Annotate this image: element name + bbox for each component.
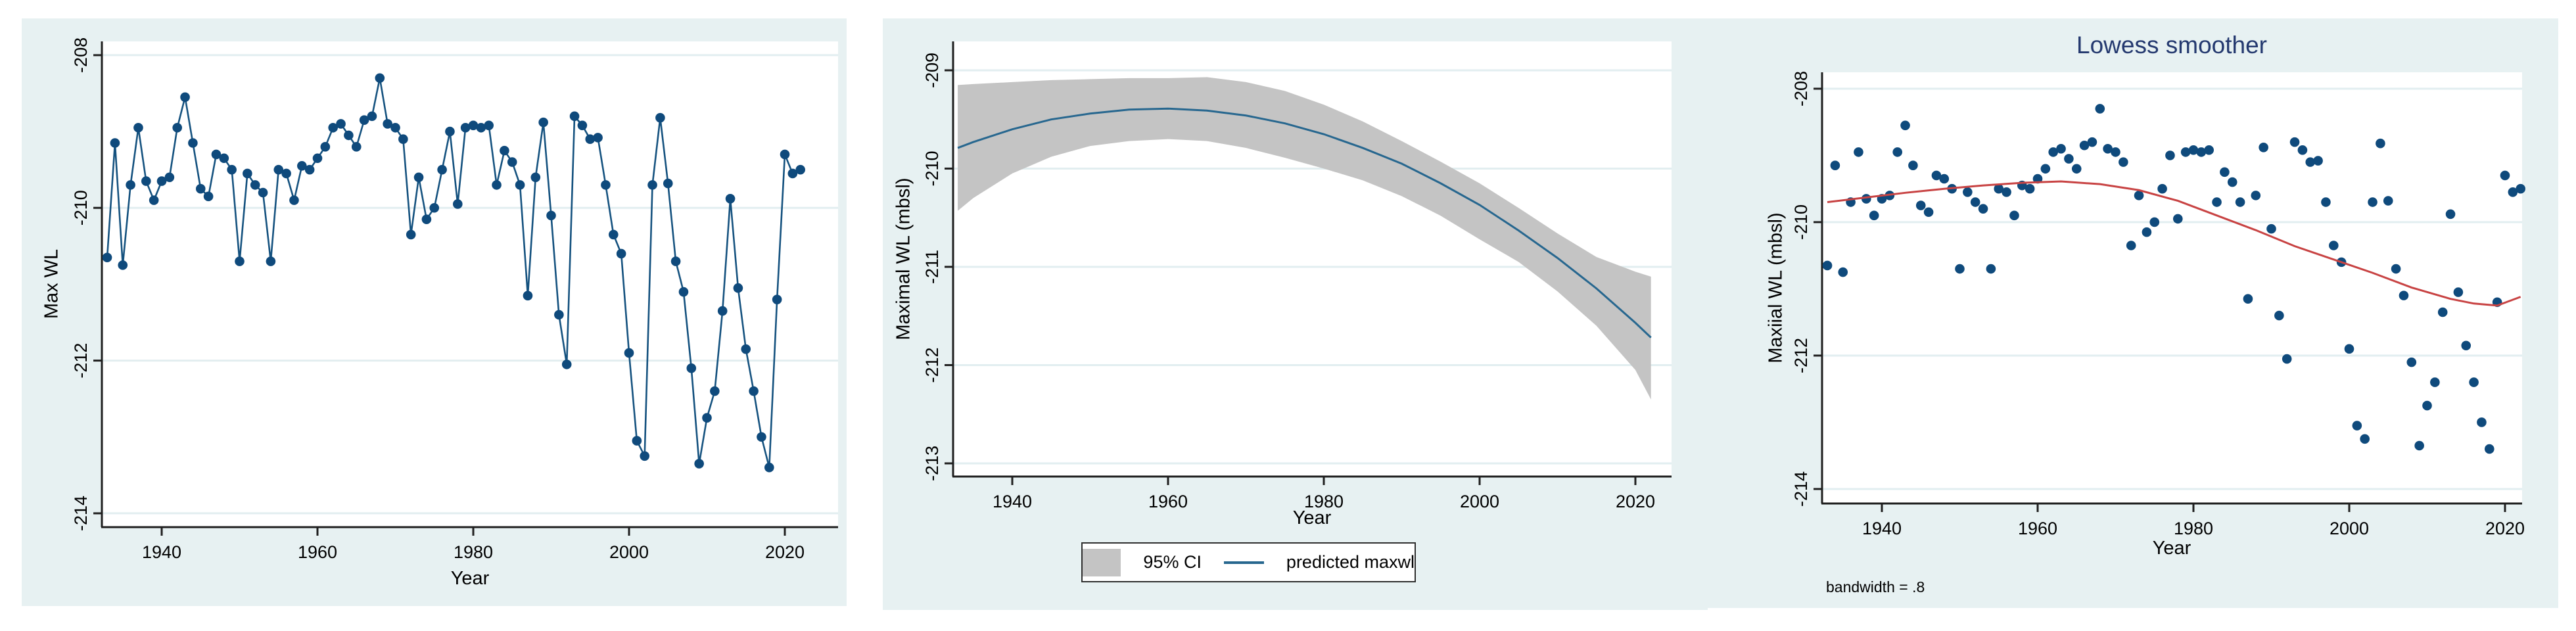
svg-text:1980: 1980 [454,542,493,562]
svg-text:-212: -212 [922,347,942,383]
legend-label-ci: 95% CI [1143,552,1202,572]
predicted-maxwl-plot: -209 -210 -211 -212 -213 1940 1960 1980 2000 2020 [922,41,1672,511]
x-axis-title: Year [1292,507,1332,528]
svg-text:-212: -212 [71,343,91,379]
svg-text:2000: 2000 [2330,519,2369,538]
lowess-smoother-plot: -208 -210 -212 -214 1940 1960 1980 2000 2020 [1791,71,2525,538]
svg-text:2020: 2020 [765,542,805,562]
panel-maxwl-timeseries: -208 -210 -212 -214 1940 1960 1980 2000 2020 Max… [22,18,847,606]
x-axis-title: Year [450,568,490,589]
svg-text:2000: 2000 [1460,492,1499,511]
svg-text:2020: 2020 [2485,519,2525,538]
svg-text:-212: -212 [1791,338,1811,373]
y-axis-title: Max WL [41,248,62,319]
svg-text:1960: 1960 [1148,492,1188,511]
legend-label-predicted: predicted maxwl [1286,552,1415,572]
bandwidth-note: bandwidth = .8 [1826,578,1925,596]
svg-text:-209: -209 [922,53,942,88]
svg-text:-211: -211 [922,250,942,284]
svg-text:-208: -208 [1791,71,1811,106]
svg-text:1940: 1940 [1862,519,1902,538]
panel-lowess-smoother: Lowess smoother -208 -210 -212 -214 1940 1960… [1704,18,2558,608]
svg-text:1960: 1960 [298,542,337,562]
y-axis-title: Maxiial WL (mbsl) [1765,212,1787,363]
ci-swatch [1083,548,1121,576]
panel-predicted-maxwl: -209 -210 -211 -212 -213 1940 1960 1980 2000 2020… [883,18,1708,610]
maxwl-timeseries-plot: -208 -210 -212 -214 1940 1960 1980 2000 2020 [71,37,838,562]
svg-text:1940: 1940 [142,542,181,562]
svg-text:-210: -210 [1791,204,1811,240]
legend-box: 95% CI predicted maxwl [1081,542,1416,582]
svg-text:-214: -214 [71,496,91,531]
svg-text:-213: -213 [922,446,942,481]
chart-title: Lowess smoother [2076,32,2267,58]
svg-text:-208: -208 [71,37,91,73]
svg-text:1980: 1980 [2174,519,2213,538]
svg-text:1960: 1960 [2018,519,2057,538]
svg-text:1980: 1980 [1304,492,1344,511]
svg-text:2020: 2020 [1616,492,1655,511]
svg-text:-210: -210 [71,190,91,225]
y-axis-title: Maximal WL (mbsl) [893,177,914,340]
svg-text:2000: 2000 [609,542,649,562]
svg-text:-214: -214 [1791,471,1811,507]
x-axis-title: Year [2152,538,2191,559]
predicted-line-swatch [1223,561,1264,564]
svg-text:1940: 1940 [993,492,1032,511]
svg-text:-210: -210 [922,151,942,186]
